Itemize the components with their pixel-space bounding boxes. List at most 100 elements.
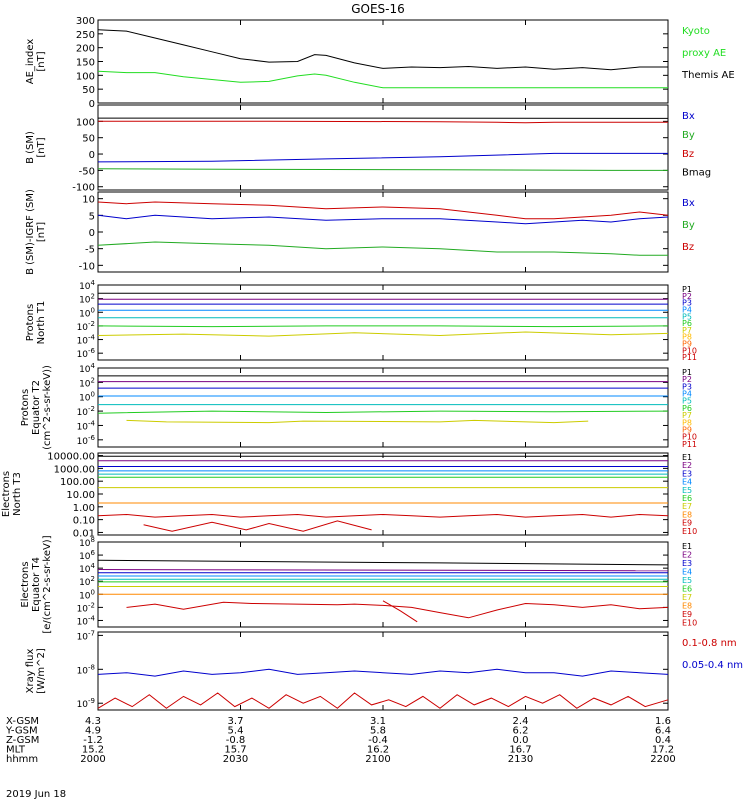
- series-by: [97, 241, 668, 256]
- y-tick-label: 102: [79, 376, 95, 389]
- series-bz: [97, 201, 669, 220]
- footer-value: 17.2: [652, 745, 674, 756]
- legend-entry: P1: [682, 285, 692, 294]
- y-axis-label: Equator T4: [31, 557, 42, 612]
- legend-entry: P9: [682, 340, 692, 349]
- y-axis-label: [nT]: [36, 222, 47, 242]
- legend-entry: E5: [682, 486, 692, 495]
- legend-entry: Bz: [682, 149, 694, 160]
- y-tick-label: 10-7: [77, 629, 95, 642]
- y-tick-label: 0.01: [73, 528, 95, 539]
- y-tick-label: 10-4: [77, 614, 96, 627]
- series-bx: [97, 152, 668, 163]
- legend-entry: P8: [682, 333, 692, 342]
- footer-row-label: X-GSM: [6, 716, 39, 727]
- legend-entry: E9: [682, 610, 692, 619]
- legend-entry: E7: [682, 593, 692, 602]
- y-tick-label: -10: [79, 261, 95, 272]
- legend-entry: P2: [682, 292, 692, 301]
- panel-b: -100 -50 0 50 100 B (SM) [nT] Bx By Bz Bmag: [25, 104, 711, 194]
- y-tick-label: 1.00: [73, 503, 95, 514]
- y-tick-label: 104: [79, 362, 95, 375]
- y-axis-label: [e/(cm^2-s-sr-keV)]: [42, 535, 53, 633]
- footer-value: 6.4: [655, 726, 671, 737]
- legend-entry: Bz: [682, 242, 694, 253]
- legend-entry: P9: [682, 425, 692, 434]
- footer-value: 2130: [508, 754, 533, 765]
- legend-entry: Kyoto: [682, 26, 710, 37]
- footer-value: 3.1: [370, 716, 386, 727]
- footer-value: 0.0: [513, 735, 529, 746]
- panel-frame: [97, 191, 669, 273]
- legend-entry: P10: [682, 346, 697, 355]
- legend-entry: E1: [682, 453, 692, 462]
- series-e10: [143, 520, 372, 532]
- y-tick-label: 10-4: [77, 419, 96, 432]
- legend-entry: 0.05-0.4 nm: [682, 660, 743, 671]
- footer-value: 5.4: [228, 726, 244, 737]
- y-tick-label: -50: [79, 166, 95, 177]
- legend-entry: E10: [682, 619, 697, 628]
- y-axis-label: Electrons: [1, 471, 12, 517]
- y-axis-label: AE_index: [25, 39, 36, 85]
- legend-entry: E6: [682, 494, 692, 503]
- y-tick-label: -100: [72, 183, 95, 194]
- legend-entry: E8: [682, 602, 692, 611]
- panel-db: -10 -5 0 5 10 B (SM)-IGRF (SM) [nT] Bx By Bz: [25, 189, 695, 275]
- y-tick-label: 100: [76, 71, 95, 82]
- y-tick-label: 0: [89, 228, 95, 239]
- footer-value: 1.6: [655, 716, 671, 727]
- footer-value: 15.2: [82, 745, 104, 756]
- y-tick-label: 10: [82, 195, 95, 206]
- y-tick-label: 10.00: [66, 490, 95, 501]
- footer-value: 3.7: [228, 716, 244, 727]
- series-p6: [97, 325, 669, 328]
- footer-value: 2.4: [513, 716, 529, 727]
- legend-entry: Bmag: [682, 168, 711, 179]
- y-tick-label: 50: [82, 134, 95, 145]
- legend-entry: E7: [682, 502, 692, 511]
- legend-entry: Themis AE: [681, 70, 735, 81]
- y-tick-label: 10-9: [77, 697, 95, 710]
- legend-entry: proxy AE: [682, 48, 726, 59]
- y-tick-label: 5: [89, 211, 95, 222]
- series-e9: [97, 513, 669, 518]
- y-tick-label: 50: [82, 85, 95, 96]
- y-tick-label: 0.10: [73, 516, 95, 527]
- y-tick-label: 200: [76, 44, 95, 55]
- legend-entry: P6: [682, 404, 692, 413]
- y-tick-label: 100: [79, 588, 95, 601]
- y-tick-label: 300: [76, 16, 95, 27]
- footer-value: 0.4: [655, 735, 671, 746]
- footer-value: 2200: [650, 754, 675, 765]
- date-label: 2019 Jun 18: [6, 789, 66, 800]
- y-axis-label: B (SM): [25, 131, 36, 164]
- footer-value: 6.2: [513, 726, 529, 737]
- y-axis-label: [nT]: [36, 51, 47, 71]
- legend-entry: E3: [682, 559, 692, 568]
- footer-value: 15.7: [224, 745, 246, 756]
- legend-entry: P3: [682, 299, 692, 308]
- y-tick-label: 10-2: [77, 405, 95, 418]
- panel-frame: [97, 367, 669, 448]
- footer-value: 2030: [223, 754, 248, 765]
- y-tick-label: 100.00: [60, 477, 95, 488]
- legend-entry: By: [682, 130, 695, 141]
- legend-entry: P11: [682, 353, 697, 362]
- legend-entry: E6: [682, 585, 692, 594]
- series-e1: [97, 559, 669, 566]
- legend-entry: P8: [682, 418, 692, 427]
- footer-value: 16.7: [509, 745, 531, 756]
- legend-entry: E5: [682, 576, 692, 585]
- y-axis-label: North T1: [36, 301, 47, 345]
- series-bz: [98, 120, 668, 124]
- footer-value: -0.4: [368, 735, 388, 746]
- footer-value: 4.9: [85, 726, 101, 737]
- y-axis-label: Electrons: [20, 561, 31, 607]
- y-tick-label: 1000.00: [54, 464, 95, 475]
